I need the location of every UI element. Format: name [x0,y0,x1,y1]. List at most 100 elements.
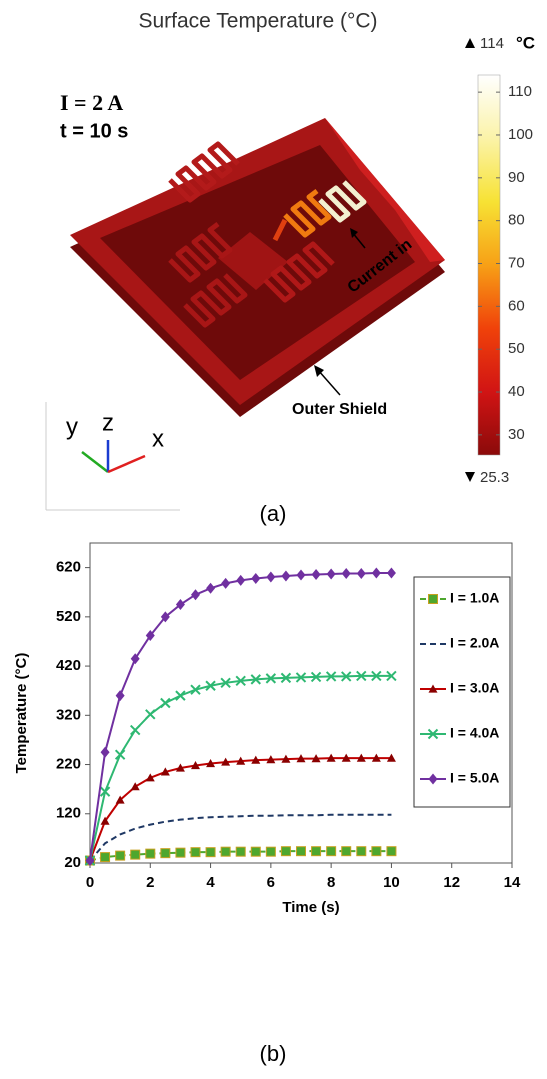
legend-label: I = 3.0A [450,680,499,696]
title: Surface Temperature (°C) [138,10,377,33]
marker [266,571,275,582]
x-tick-label: 4 [206,874,215,891]
x-tick-label: 14 [504,874,521,891]
marker [357,568,366,579]
marker [312,569,321,580]
marker [116,690,125,701]
annotation: t = 10 s [60,120,128,142]
marker [146,849,155,858]
colorbar-min: 25.3 [480,469,509,486]
x-tick-label: 12 [443,874,460,891]
y-tick-label: 120 [56,805,81,822]
colorbar-label: 90 [508,169,525,186]
line-chart: 20 120 220 320 420 520 620 0 2 4 6 8 10 12 14 Time (s) T… [13,543,521,1066]
marker [116,851,125,860]
y-tick-label: 320 [56,706,81,723]
marker [342,847,351,856]
marker [357,847,366,856]
colorbar: 30 40 50 60 70 80 90 100 110 114 °C 25.3 [478,33,535,485]
arrow [318,370,340,395]
marker [191,848,200,857]
colorbar-unit: °C [516,33,535,52]
figure: Surface Temperature (°C) I = 2 A t = 10 … [0,0,547,1079]
x-tick-label: 2 [146,874,154,891]
legend-label: I = 5.0A [450,770,499,786]
marker [236,847,245,856]
x-tick-label: 10 [383,874,400,891]
y-tick-label: 620 [56,559,81,576]
triad-y [82,452,108,472]
marker [327,569,336,580]
axis-triad: y z x [46,402,180,510]
marker [146,710,155,719]
colorbar-label: 40 [508,383,525,400]
colorbar-label: 50 [508,340,525,357]
marker [281,847,290,856]
y-axis-label: Temperature (°C) [13,653,30,774]
marker [251,573,260,584]
annotation: I = 2 A [60,90,123,115]
legend-label: I = 2.0A [450,635,499,651]
axis-label: y [66,413,78,440]
x-tick-label: 6 [267,874,275,891]
colorbar-label: 70 [508,254,525,271]
marker [176,848,185,857]
legend-label: I = 4.0A [450,725,499,741]
series-line [90,573,391,861]
marker [327,847,336,856]
page: Surface Temperature (°C) I = 2 A t = 10 … [0,0,547,1079]
marker [342,568,351,579]
colorbar-label: 110 [508,83,532,100]
colorbar-max: 114 [480,35,504,52]
marker [387,847,396,856]
colorbar-bar [478,75,500,455]
marker [312,847,321,856]
y-tick-label: 20 [64,854,81,871]
legend-marker [429,595,438,604]
marker [281,570,290,581]
x-tick-label: 8 [327,874,335,891]
marker [236,575,245,586]
marker [176,691,185,700]
marker [372,847,381,856]
marker [131,782,140,790]
panel-label: (a) [260,501,287,526]
marker [251,847,260,856]
marker [372,568,381,579]
max-marker [465,38,475,48]
y-tick-label: 420 [56,657,81,674]
colorbar-label: 100 [508,126,533,143]
panel-label: (b) [260,1041,287,1066]
marker [101,747,110,758]
marker [221,578,230,589]
marker [221,847,230,856]
marker [131,850,140,859]
marker [297,847,306,856]
marker [297,570,306,581]
axis-label: x [152,425,164,452]
min-marker [465,472,475,482]
y-tick-label: 220 [56,756,81,773]
axis-label: z [102,409,114,436]
annotation: Outer Shield [292,401,387,418]
x-tick-label: 0 [86,874,94,891]
marker [191,589,200,600]
colorbar-label: 60 [508,297,525,314]
marker [161,849,170,858]
series-line [90,676,391,861]
triad-x [108,456,145,472]
series-line [90,758,391,860]
marker [101,853,110,862]
colorbar-label: 30 [508,426,525,443]
marker [387,568,396,579]
marker [116,750,125,759]
marker [206,583,215,594]
marker [266,847,275,856]
x-axis-label: Time (s) [282,899,339,916]
marker [131,726,140,735]
marker [206,848,215,857]
legend-label: I = 1.0A [450,590,499,606]
colorbar-label: 80 [508,212,525,229]
marker [161,699,170,708]
y-tick-label: 520 [56,608,81,625]
